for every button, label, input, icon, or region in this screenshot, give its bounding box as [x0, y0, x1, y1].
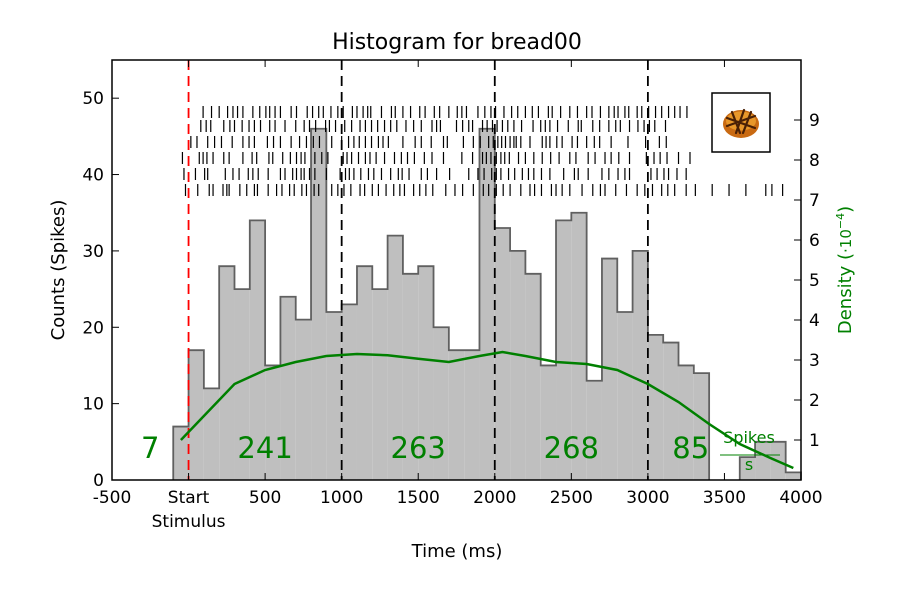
histogram-bar — [632, 250, 648, 480]
histogram-bar — [295, 319, 312, 480]
y-tick-label: 40 — [82, 166, 104, 186]
x-axis-label: Time (ms) — [411, 541, 503, 562]
y2-axis-label-factor: ·10 — [837, 229, 855, 253]
histogram-bar — [402, 273, 419, 480]
histogram-bar — [448, 350, 465, 480]
histogram-outline — [172, 127, 802, 480]
bread-icon — [711, 92, 771, 153]
epoch-count-label: 268 — [544, 431, 599, 465]
histogram-bar — [387, 235, 403, 480]
histogram-bar — [556, 220, 572, 480]
histogram-bar — [525, 273, 541, 480]
histogram-bar — [678, 365, 694, 480]
epoch-count-label: 7 — [141, 431, 159, 465]
y2-tick-label: 3 — [809, 351, 820, 371]
x-tick-label: 1500 — [397, 488, 440, 508]
chart-title: Histogram for bread00 — [332, 30, 582, 55]
x-tick-label: 3000 — [626, 488, 669, 508]
histogram-bar — [173, 426, 189, 480]
epoch-count-labels: 7 241 263 268 85 — [141, 431, 709, 465]
histogram-bar — [356, 266, 373, 480]
histogram-bar — [510, 250, 526, 480]
bread-icon-pattern — [725, 108, 757, 135]
x-tick-sublabel: Stimulus — [152, 512, 226, 532]
histogram-bar — [586, 380, 602, 480]
spike-raster — [181, 106, 784, 196]
y2-tick-label: 8 — [809, 151, 820, 171]
x-tick-label: 3500 — [703, 488, 746, 508]
x-tick-label: 2000 — [473, 488, 516, 508]
histogram-bar — [755, 441, 771, 480]
marker-lines — [187, 60, 649, 480]
x-tick-label: 2500 — [550, 488, 593, 508]
histogram-bar — [234, 289, 250, 480]
histogram-bar — [494, 228, 511, 480]
histogram-bar — [280, 296, 296, 480]
histogram-bar — [311, 128, 327, 480]
histogram-bar — [265, 365, 281, 480]
y2-tick-label: 9 — [809, 111, 820, 131]
epoch-count-label: 241 — [237, 431, 292, 465]
y2-axis-label-main: Density ( — [835, 253, 856, 334]
histogram-bar — [617, 312, 633, 480]
histogram-bar — [647, 334, 664, 480]
bread-icon-frame — [711, 92, 771, 153]
y2-tick-label: 4 — [809, 311, 820, 331]
histogram-bar — [326, 312, 342, 480]
plot-frame — [111, 59, 802, 481]
histogram-bar — [739, 457, 756, 480]
x-tick-label: 4000 — [779, 488, 822, 508]
x-tick-label: -500 — [93, 488, 132, 508]
y2-tick-label: 5 — [809, 271, 820, 291]
histogram-bar — [571, 212, 587, 480]
histogram-bar — [372, 289, 388, 480]
y2-tick-label: 1 — [809, 431, 820, 451]
histogram-bar — [433, 327, 449, 480]
y-tick-label: 20 — [82, 318, 104, 338]
y2-tick-label: 6 — [809, 231, 820, 251]
y2-axis-label-end: ) — [835, 206, 856, 213]
density-curve — [179, 350, 794, 470]
y-tick-label: 30 — [82, 242, 104, 262]
y2-axis-label: Density (·10−4) — [834, 206, 856, 334]
y-tick-label: 50 — [82, 89, 104, 109]
x-tick-label: Start — [168, 488, 210, 508]
units-denominator: s — [745, 455, 753, 474]
y-tick-label: 0 — [93, 471, 104, 491]
axes: -500 Start 500 1000 1500 2000 2500 3000 3500 4000… — [82, 60, 823, 532]
histogram-bar — [249, 220, 266, 480]
units-fraction: Spikes s — [720, 428, 780, 474]
histogram-bar — [341, 304, 357, 480]
histogram-bar — [479, 128, 495, 480]
epoch-count-label: 85 — [672, 431, 709, 465]
y2-tick-label: 2 — [809, 391, 820, 411]
y2-tick-label: 7 — [809, 191, 820, 211]
x-tick-label: 500 — [249, 488, 281, 508]
histogram-bar — [418, 266, 434, 480]
histogram-bar — [219, 266, 235, 480]
histogram-bar — [464, 350, 480, 480]
y2-axis-label-exponent: −4 — [834, 213, 847, 229]
y-axis-label: Counts (Spikes) — [48, 200, 69, 341]
x-tick-label: 1000 — [320, 488, 363, 508]
histogram-bar — [188, 350, 204, 480]
histogram-bar — [693, 373, 710, 480]
epoch-count-label: 263 — [391, 431, 446, 465]
units-numerator: Spikes — [723, 428, 775, 447]
histogram-bar — [540, 365, 557, 480]
histogram-bar — [785, 472, 801, 480]
histogram-bars — [172, 127, 802, 480]
histogram-bar — [663, 342, 679, 480]
y-tick-label: 10 — [82, 395, 104, 415]
